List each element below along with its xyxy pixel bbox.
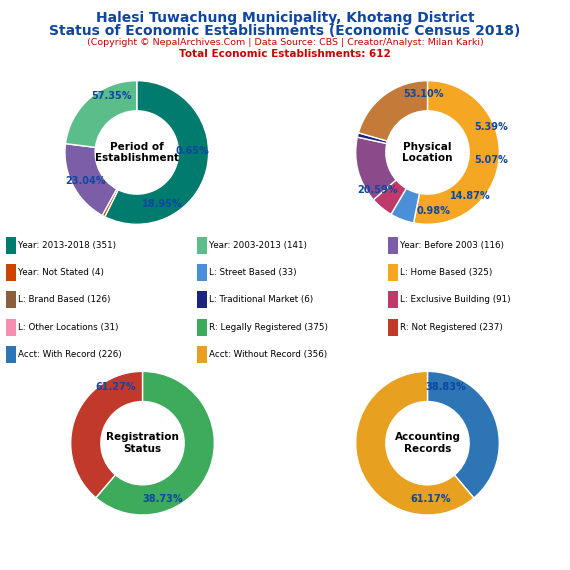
Text: 23.04%: 23.04% <box>65 176 105 186</box>
Text: Year: 2003-2013 (141): Year: 2003-2013 (141) <box>209 241 307 250</box>
Text: 0.98%: 0.98% <box>416 206 450 217</box>
Text: Period of
Establishment: Period of Establishment <box>95 142 179 163</box>
Text: Year: Before 2003 (116): Year: Before 2003 (116) <box>400 241 504 250</box>
Text: L: Other Locations (31): L: Other Locations (31) <box>18 323 119 332</box>
Wedge shape <box>414 81 499 224</box>
Text: 61.27%: 61.27% <box>95 382 136 392</box>
Text: 61.17%: 61.17% <box>411 494 451 504</box>
Wedge shape <box>373 180 406 214</box>
Wedge shape <box>66 80 137 148</box>
Text: 5.07%: 5.07% <box>474 154 507 165</box>
Text: Halesi Tuwachung Municipality, Khotang District: Halesi Tuwachung Municipality, Khotang D… <box>96 11 474 26</box>
Text: L: Street Based (33): L: Street Based (33) <box>209 268 297 277</box>
Wedge shape <box>356 137 396 200</box>
Text: R: Legally Registered (375): R: Legally Registered (375) <box>209 323 328 332</box>
Text: Acct: With Record (226): Acct: With Record (226) <box>18 350 122 359</box>
Text: 14.87%: 14.87% <box>450 190 491 201</box>
Text: (Copyright © NepalArchives.Com | Data Source: CBS | Creator/Analyst: Milan Karki: (Copyright © NepalArchives.Com | Data So… <box>87 38 483 47</box>
Text: 53.10%: 53.10% <box>404 88 444 99</box>
Text: Year: 2013-2018 (351): Year: 2013-2018 (351) <box>18 241 116 250</box>
Text: Accounting
Records: Accounting Records <box>394 433 461 454</box>
Wedge shape <box>96 372 214 515</box>
Text: 5.39%: 5.39% <box>474 123 507 132</box>
Text: R: Not Registered (237): R: Not Registered (237) <box>400 323 503 332</box>
Text: L: Traditional Market (6): L: Traditional Market (6) <box>209 295 314 304</box>
Wedge shape <box>357 133 388 144</box>
Text: L: Home Based (325): L: Home Based (325) <box>400 268 492 277</box>
Text: Total Economic Establishments: 612: Total Economic Establishments: 612 <box>179 49 391 59</box>
Text: 38.73%: 38.73% <box>142 494 183 504</box>
Text: L: Brand Based (126): L: Brand Based (126) <box>18 295 111 304</box>
Wedge shape <box>359 81 428 141</box>
Wedge shape <box>71 372 142 498</box>
Text: Year: Not Stated (4): Year: Not Stated (4) <box>18 268 104 277</box>
Text: 0.65%: 0.65% <box>176 146 210 156</box>
Text: 38.83%: 38.83% <box>425 382 466 392</box>
Wedge shape <box>105 81 209 224</box>
Text: Acct: Without Record (356): Acct: Without Record (356) <box>209 350 327 359</box>
Text: L: Exclusive Building (91): L: Exclusive Building (91) <box>400 295 511 304</box>
Wedge shape <box>65 144 117 215</box>
Text: Registration
Status: Registration Status <box>106 433 179 454</box>
Wedge shape <box>428 372 499 498</box>
Text: Status of Economic Establishments (Economic Census 2018): Status of Economic Establishments (Econo… <box>50 24 520 38</box>
Text: 20.59%: 20.59% <box>357 185 397 195</box>
Wedge shape <box>102 189 118 217</box>
Wedge shape <box>391 188 420 223</box>
Wedge shape <box>356 372 474 515</box>
Text: 18.95%: 18.95% <box>141 199 182 209</box>
Text: Physical
Location: Physical Location <box>402 142 453 163</box>
Text: 57.35%: 57.35% <box>91 91 132 101</box>
